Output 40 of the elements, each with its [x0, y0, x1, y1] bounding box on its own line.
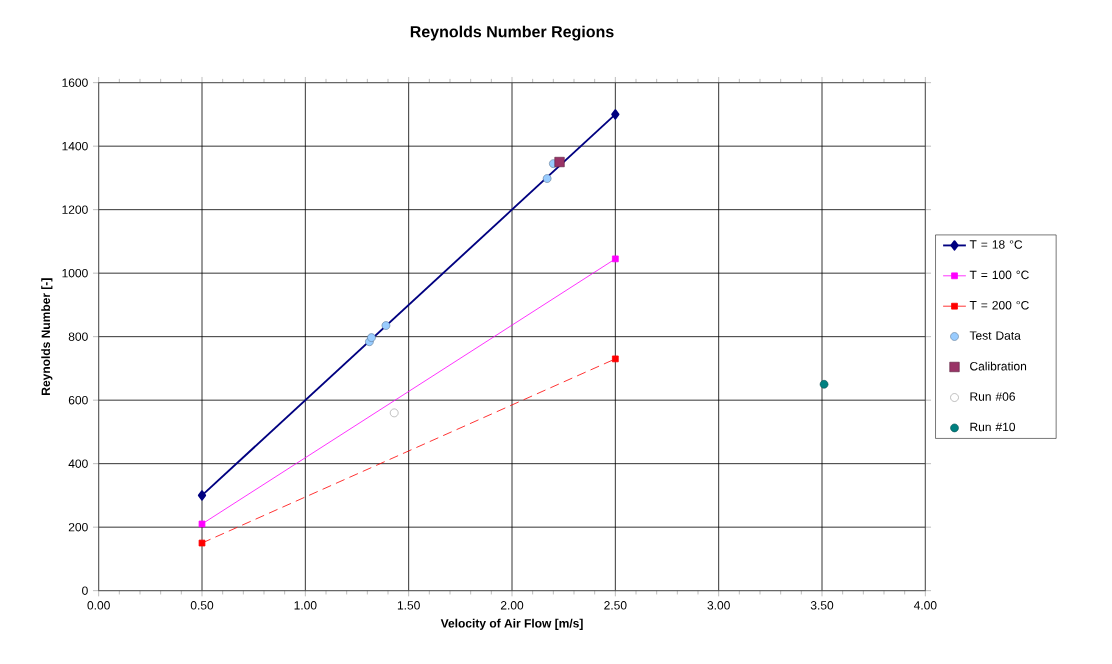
legend-label: Run #06	[970, 392, 1015, 401]
legend-label: T = 200 °C	[969, 301, 1029, 310]
point	[198, 520, 206, 528]
x-axis-title: Velocity of Air Flow [m/s]	[440, 618, 583, 630]
y-tick-label: 400	[68, 459, 88, 468]
y-tick-label: 1200	[62, 205, 88, 214]
point	[197, 490, 207, 501]
legend-label: T = 100 °C	[969, 270, 1029, 280]
y-tick-label: 600	[68, 395, 88, 405]
y-tick-label: 0	[82, 586, 88, 595]
legend-label: Test Data	[969, 331, 1021, 340]
y-tick-label: 1400	[62, 141, 88, 151]
x-tick-label: 4.00	[913, 601, 937, 610]
legend-label: T = 18 °C	[969, 240, 1023, 249]
x-tick-label: 3.50	[810, 601, 834, 610]
legend-label: Run #10	[970, 422, 1016, 432]
y-tick-label: 1600	[62, 78, 88, 87]
y-tick-label: 1000	[62, 268, 88, 278]
x-tick-label: 1.50	[397, 601, 420, 610]
x-tick-label: 3.00	[707, 601, 730, 610]
point	[612, 355, 619, 363]
x-tick-label: 2.50	[604, 601, 627, 610]
y-tick-label: 800	[68, 332, 88, 341]
point	[381, 321, 391, 330]
point	[389, 408, 399, 418]
point	[612, 255, 619, 263]
x-tick-label: 0.00	[87, 601, 110, 610]
y-tick-label: 200	[68, 522, 88, 532]
point	[819, 380, 829, 389]
x-tick-label: 1.00	[294, 601, 317, 610]
point	[542, 174, 552, 183]
point	[554, 156, 565, 168]
chart-title: Reynolds Number Regions	[410, 25, 614, 41]
x-tick-label: 2.00	[500, 601, 524, 610]
y-axis-title: Reynolds Number [-]	[41, 278, 53, 395]
point	[198, 539, 206, 547]
x-tick-label: 0.50	[190, 601, 214, 610]
legend-label: Calibration	[970, 361, 1027, 371]
point	[611, 109, 620, 120]
point	[367, 333, 376, 342]
